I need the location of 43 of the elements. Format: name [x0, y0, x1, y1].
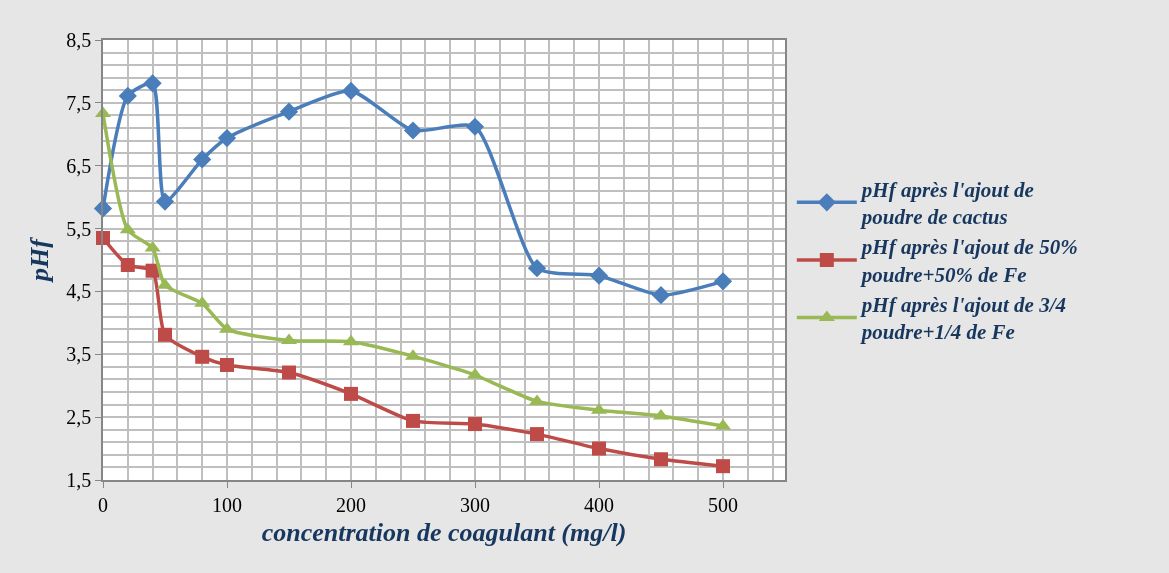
- point: [589, 266, 609, 285]
- x-tick-label: 300: [460, 493, 490, 516]
- x-tick-label: 400: [584, 493, 614, 516]
- point: [158, 327, 172, 342]
- point: [465, 117, 485, 136]
- point: [651, 286, 671, 305]
- point: [279, 102, 299, 121]
- point: [654, 452, 668, 467]
- x-tick-label: 200: [336, 493, 366, 516]
- point: [217, 128, 237, 148]
- y-tick-label: 1,5: [66, 469, 92, 491]
- y-tick-label: 8,5: [66, 29, 92, 51]
- point: [120, 258, 135, 273]
- point: [195, 349, 210, 364]
- y-tick-label: 3,5: [66, 343, 92, 366]
- point: [403, 121, 423, 140]
- x-tick-label: 0: [98, 493, 108, 516]
- point: [530, 427, 544, 442]
- point: [468, 417, 482, 432]
- y-axis-title: pHf: [25, 236, 55, 283]
- point: [118, 86, 137, 106]
- y-tick-label: 2,5: [66, 406, 92, 429]
- point: [220, 357, 234, 372]
- point: [155, 192, 175, 211]
- point: [713, 272, 733, 291]
- point: [119, 222, 136, 234]
- legend-label: pHf après l'ajout de 3/4 poudre+1/4 de Fe: [859, 293, 1066, 345]
- y-tick-label: 7,5: [66, 91, 92, 114]
- point: [341, 81, 361, 101]
- y-tick-label: 4,5: [66, 280, 92, 303]
- y-tick-label: 5,5: [66, 217, 92, 240]
- point: [344, 386, 358, 401]
- point: [592, 441, 606, 456]
- point: [527, 259, 547, 278]
- point: [282, 365, 296, 380]
- point: [406, 413, 420, 428]
- x-tick-label: 100: [212, 493, 242, 516]
- y-tick-label: 6,5: [66, 154, 92, 177]
- point: [716, 459, 730, 474]
- point: [193, 150, 212, 169]
- x-axis-title: concentration de coagulant (mg/l): [261, 517, 627, 547]
- x-tick-label: 500: [708, 493, 738, 516]
- point: [143, 74, 162, 93]
